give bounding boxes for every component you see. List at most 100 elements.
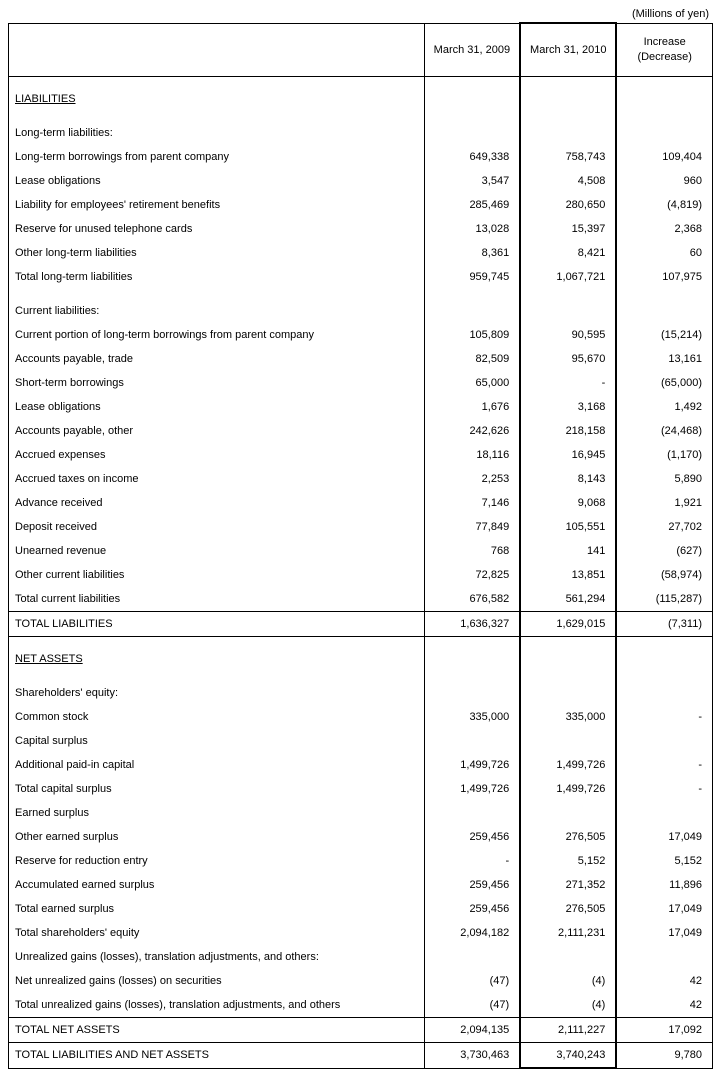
cell-c3: 60 [616,241,712,265]
header-col-2010: March 31, 2010 [520,23,616,77]
cell-c3: 42 [616,969,712,993]
cell-c3: 17,049 [616,921,712,945]
cell-label: Deposit received [9,515,425,539]
cell-c3: 109,404 [616,145,712,169]
row-total-net-assets: TOTAL NET ASSETS 2,094,135 2,111,227 17,… [9,1018,713,1043]
cell-c2: 1,629,015 [520,612,616,637]
row-total-all: TOTAL LIABILITIES AND NET ASSETS 3,730,4… [9,1043,713,1069]
group-current-label: Current liabilities: [9,299,425,323]
row-total-earned: Total earned surplus 259,456 276,505 17,… [9,897,713,921]
cell-c2: 758,743 [520,145,616,169]
cell-label: Accumulated earned surplus [9,873,425,897]
cell-c1: (47) [424,993,520,1018]
cell-c3: (15,214) [616,323,712,347]
cell-c1: 1,636,327 [424,612,520,637]
cell-c2: 280,650 [520,193,616,217]
group-current: Current liabilities: [9,299,713,323]
row-lt-total: Total long-term liabilities 959,745 1,06… [9,265,713,289]
cell-label: Capital surplus [9,729,425,753]
row-accum-earned: Accumulated earned surplus 259,456 271,3… [9,873,713,897]
cell-c3: 2,368 [616,217,712,241]
cell-c3: - [616,753,712,777]
row-cap-surplus-h: Capital surplus [9,729,713,753]
cell-c3: 5,152 [616,849,712,873]
cell-c3: (627) [616,539,712,563]
row-common-stock: Common stock 335,000 335,000 - [9,705,713,729]
cell-c1: 259,456 [424,825,520,849]
cell-c2: 141 [520,539,616,563]
cell-c2: 15,397 [520,217,616,241]
cell-c1: 2,094,135 [424,1018,520,1043]
row-other-earned: Other earned surplus 259,456 276,505 17,… [9,825,713,849]
cell-c1: 13,028 [424,217,520,241]
row-cur-portion: Current portion of long-term borrowings … [9,323,713,347]
cell-c1: 3,730,463 [424,1043,520,1069]
cell-label: Liability for employees' retirement bene… [9,193,425,217]
row-earned-surplus-h: Earned surplus [9,801,713,825]
cell-c2: - [520,371,616,395]
cell-c3: (24,468) [616,419,712,443]
cell-c3: (65,000) [616,371,712,395]
cell-c3: 17,092 [616,1018,712,1043]
cell-c1: 77,849 [424,515,520,539]
row-cur-advance: Advance received 7,146 9,068 1,921 [9,491,713,515]
group-unrealized-label: Unrealized gains (losses), translation a… [9,945,425,969]
cell-c1: 335,000 [424,705,520,729]
cell-c2: (4) [520,969,616,993]
cell-c3: 27,702 [616,515,712,539]
cell-c3: - [616,705,712,729]
header-empty [9,23,425,77]
section-liabilities: LIABILITIES [9,87,713,111]
row-cur-short: Short-term borrowings 65,000 - (65,000) [9,371,713,395]
cell-c3: (115,287) [616,587,712,612]
cell-label: Total capital surplus [9,777,425,801]
cell-c2: 105,551 [520,515,616,539]
group-long-term: Long-term liabilities: [9,121,713,145]
cell-c2: 4,508 [520,169,616,193]
cell-c3: (4,819) [616,193,712,217]
cell-c3: 9,780 [616,1043,712,1069]
cell-c3: 1,921 [616,491,712,515]
cell-label: Total long-term liabilities [9,265,425,289]
cell-label: Advance received [9,491,425,515]
cell-c1: 82,509 [424,347,520,371]
cell-label: Total current liabilities [9,587,425,612]
row-lt-retire: Liability for employees' retirement bene… [9,193,713,217]
cell-c2: 276,505 [520,825,616,849]
row-total-sh-eq: Total shareholders' equity 2,094,182 2,1… [9,921,713,945]
cell-label: Unearned revenue [9,539,425,563]
cell-c2: 218,158 [520,419,616,443]
group-sh-equity: Shareholders' equity: [9,681,713,705]
cell-c3: 13,161 [616,347,712,371]
row-cur-accr-tax: Accrued taxes on income 2,253 8,143 5,89… [9,467,713,491]
cell-c1: 18,116 [424,443,520,467]
cell-label: TOTAL NET ASSETS [9,1018,425,1043]
cell-c1: 3,547 [424,169,520,193]
cell-c1: 649,338 [424,145,520,169]
cell-c1: 7,146 [424,491,520,515]
cell-c1: (47) [424,969,520,993]
cell-label: TOTAL LIABILITIES [9,612,425,637]
cell-label: Accounts payable, trade [9,347,425,371]
row-cur-deposit: Deposit received 77,849 105,551 27,702 [9,515,713,539]
cell-c1: - [424,849,520,873]
cell-c3: 17,049 [616,897,712,921]
row-net-unreal: Net unrealized gains (losses) on securit… [9,969,713,993]
cell-c2: 16,945 [520,443,616,467]
cell-c2: 276,505 [520,897,616,921]
cell-c2: 9,068 [520,491,616,515]
cell-label: Long-term borrowings from parent company [9,145,425,169]
cell-label: Total shareholders' equity [9,921,425,945]
group-sh-equity-label: Shareholders' equity: [9,681,425,705]
cell-c2: 8,143 [520,467,616,491]
cell-c3: 5,890 [616,467,712,491]
cell-c3: 11,896 [616,873,712,897]
cell-c1: 65,000 [424,371,520,395]
cell-c2: 2,111,231 [520,921,616,945]
cell-label: Lease obligations [9,395,425,419]
cell-c1: 8,361 [424,241,520,265]
cell-c2: (4) [520,993,616,1018]
row-cur-ap-other: Accounts payable, other 242,626 218,158 … [9,419,713,443]
row-lt-borrow: Long-term borrowings from parent company… [9,145,713,169]
row-lt-lease: Lease obligations 3,547 4,508 960 [9,169,713,193]
